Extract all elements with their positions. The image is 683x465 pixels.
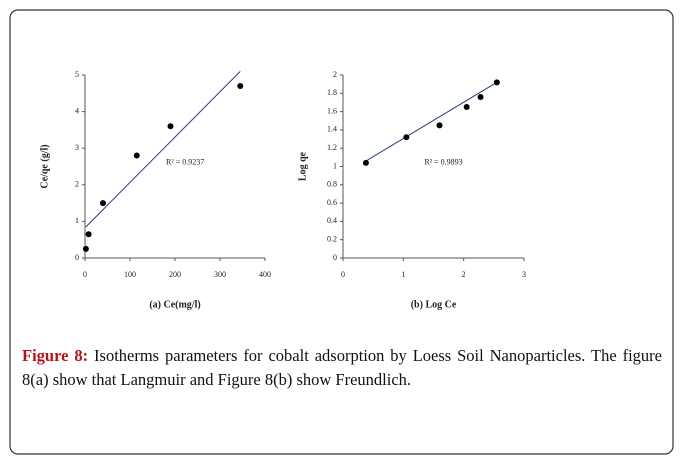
y-tick-label: 3 (75, 143, 79, 152)
point (167, 123, 174, 130)
y-tick-label: 1.8 (327, 88, 337, 97)
y-tick-label: 0.2 (327, 235, 337, 244)
x-tick-label: 2 (462, 270, 466, 279)
annotation: R² = 0.9237 (166, 158, 204, 167)
point (463, 104, 470, 111)
y-tick-label: 1 (75, 216, 79, 225)
frame (9, 9, 674, 455)
y-axis-label: Log qe (297, 151, 308, 181)
trendline (85, 70, 241, 228)
point (237, 82, 244, 89)
y-tick-label: 0.6 (327, 198, 337, 207)
y-tick-label: 1 (333, 161, 337, 170)
x-tick-label: 300 (214, 270, 226, 279)
y-tick-label: 2 (333, 70, 337, 79)
y-tick-label: 0 (75, 253, 79, 262)
x-tick-label: 0 (83, 270, 87, 279)
point (493, 79, 500, 86)
y-tick-label: 0 (333, 253, 337, 262)
x-axis-label: (b) Log Ce (411, 299, 457, 310)
point (100, 200, 106, 207)
y-tick-label: 1.6 (327, 106, 337, 115)
y-tick-label: 4 (75, 106, 79, 115)
caption-text: Isotherms parameters for cobalt adsorpti… (22, 346, 662, 389)
y-tick-label: 1.2 (327, 143, 337, 152)
x-axis-label: (a) Ce(mg/l) (149, 299, 200, 310)
point (85, 231, 92, 238)
y-tick-label: 0.4 (327, 216, 337, 225)
point (436, 122, 443, 129)
x-tick-label: 0 (341, 270, 345, 279)
x-tick-label: 1 (401, 270, 405, 279)
y-tick-label: 1.4 (327, 125, 337, 134)
y-axis-label: Ce/qe (g/l) (39, 144, 50, 188)
trendline (365, 81, 498, 162)
point (133, 152, 140, 159)
x-tick-label: 3 (522, 270, 526, 279)
x-tick-label: 200 (169, 270, 181, 279)
caption: Figure 8: Isotherms parameters for cobal… (22, 344, 662, 392)
y-tick-label: 2 (75, 180, 79, 189)
point (477, 93, 484, 100)
point (362, 159, 369, 166)
x-tick-label: 400 (259, 270, 271, 279)
x-tick-label: 100 (124, 270, 136, 279)
point (82, 245, 89, 252)
y-tick-label: 5 (75, 70, 79, 79)
caption-label: Figure 8: (22, 346, 89, 365)
point (403, 134, 410, 141)
annotation: R² = 0.9893 (424, 158, 462, 167)
y-tick-label: 0.8 (327, 180, 337, 189)
